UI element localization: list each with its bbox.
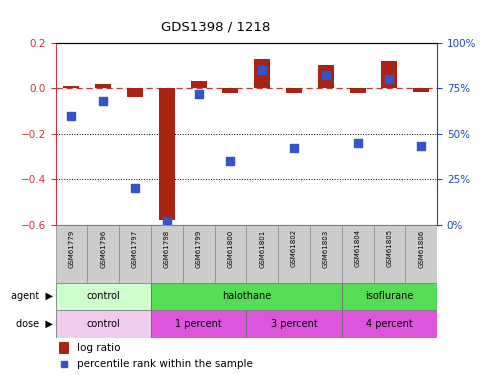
Bar: [246, 225, 278, 283]
Text: control: control: [86, 291, 120, 302]
Text: GSM61800: GSM61800: [227, 229, 233, 267]
Text: GDS1398 / 1218: GDS1398 / 1218: [161, 20, 270, 33]
Bar: [318, 66, 334, 88]
Text: 3 percent: 3 percent: [270, 319, 317, 329]
Text: control: control: [86, 319, 120, 329]
Bar: [350, 88, 366, 93]
Bar: [119, 225, 151, 283]
Bar: [342, 283, 437, 310]
Text: agent  ▶: agent ▶: [11, 291, 53, 302]
Point: [417, 143, 425, 149]
Point: [99, 98, 107, 104]
Text: log ratio: log ratio: [76, 343, 120, 352]
Point: [131, 185, 139, 191]
Bar: [310, 225, 342, 283]
Text: GSM61803: GSM61803: [323, 229, 329, 267]
Text: GSM61799: GSM61799: [196, 229, 201, 267]
Text: GSM61801: GSM61801: [259, 229, 265, 267]
Point: [290, 145, 298, 151]
Bar: [151, 283, 342, 310]
Bar: [56, 283, 151, 310]
Text: GSM61779: GSM61779: [69, 229, 74, 267]
Bar: [342, 225, 373, 283]
Bar: [342, 310, 437, 338]
Text: GSM61805: GSM61805: [386, 229, 392, 267]
Bar: [246, 310, 342, 338]
Bar: [382, 61, 398, 88]
Point: [322, 72, 330, 78]
Bar: [254, 58, 270, 88]
Bar: [63, 86, 79, 88]
Bar: [127, 88, 143, 98]
Bar: [159, 88, 175, 220]
Point: [227, 158, 234, 164]
Text: halothane: halothane: [222, 291, 271, 302]
Bar: [286, 88, 302, 93]
Text: 4 percent: 4 percent: [366, 319, 413, 329]
Bar: [214, 225, 246, 283]
Bar: [151, 225, 183, 283]
Bar: [405, 225, 437, 283]
Point: [195, 91, 202, 97]
Text: 1 percent: 1 percent: [175, 319, 222, 329]
Point: [385, 76, 393, 82]
Bar: [183, 225, 214, 283]
Text: isoflurane: isoflurane: [365, 291, 413, 302]
Text: GSM61796: GSM61796: [100, 229, 106, 267]
Text: GSM61806: GSM61806: [418, 229, 424, 267]
Bar: [56, 310, 151, 338]
Bar: [413, 88, 429, 92]
Text: GSM61804: GSM61804: [355, 229, 361, 267]
Point: [258, 67, 266, 73]
Bar: [223, 88, 239, 93]
Bar: [59, 342, 69, 354]
Bar: [191, 81, 207, 88]
Text: GSM61802: GSM61802: [291, 229, 297, 267]
Point: [354, 140, 361, 146]
Bar: [278, 225, 310, 283]
Point: [68, 112, 75, 118]
Bar: [151, 310, 246, 338]
Text: percentile rank within the sample: percentile rank within the sample: [76, 359, 253, 369]
Text: dose  ▶: dose ▶: [16, 319, 53, 329]
Text: GSM61798: GSM61798: [164, 229, 170, 267]
Point: [163, 218, 170, 224]
Bar: [87, 225, 119, 283]
Text: GSM61797: GSM61797: [132, 229, 138, 267]
Point: [60, 361, 68, 367]
Bar: [95, 84, 111, 88]
Bar: [373, 225, 405, 283]
Bar: [56, 225, 87, 283]
